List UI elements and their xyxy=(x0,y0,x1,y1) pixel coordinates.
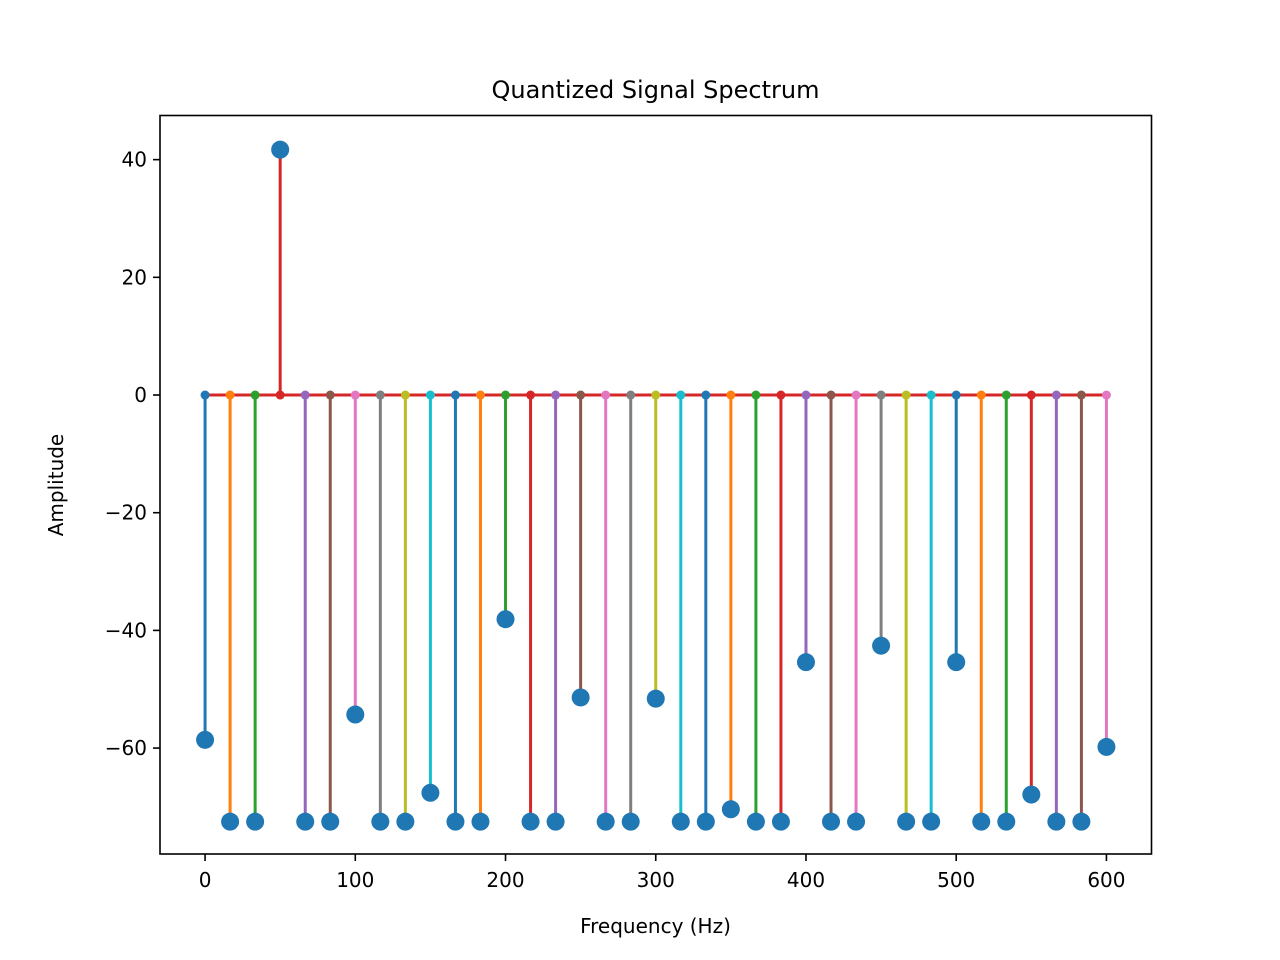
baseline-dot xyxy=(851,390,861,400)
y-tick-label: 0 xyxy=(134,383,147,407)
stem-marker xyxy=(371,812,390,831)
stem-marker xyxy=(771,812,790,831)
baseline-dot xyxy=(250,390,260,400)
stem-marker xyxy=(947,653,966,672)
baseline-dot xyxy=(601,390,611,400)
baseline-dot xyxy=(926,390,936,400)
baseline-group xyxy=(200,390,1111,400)
chart-title: Quantized Signal Spectrum xyxy=(492,76,820,104)
stem-marker xyxy=(746,812,765,831)
y-axis-ticks: 40 20 0 −20 −40 −60 xyxy=(105,148,160,760)
baseline-dot xyxy=(1026,390,1036,400)
baseline-dot xyxy=(375,390,385,400)
stem-marker xyxy=(671,812,690,831)
stem-marker xyxy=(246,812,265,831)
y-tick-label: 20 xyxy=(122,265,147,289)
baseline-dot xyxy=(751,390,761,400)
stem-marker xyxy=(997,812,1016,831)
baseline-dot xyxy=(425,390,435,400)
baseline-dot xyxy=(1001,390,1011,400)
stem-marker xyxy=(421,783,440,802)
stem-marker xyxy=(721,800,740,819)
baseline-dot xyxy=(275,390,285,400)
stem-markers xyxy=(196,140,1116,831)
stem-marker xyxy=(496,610,515,629)
stem-marker xyxy=(321,812,340,831)
baseline-dot xyxy=(300,390,310,400)
stem-marker xyxy=(696,812,715,831)
baseline-dot xyxy=(450,390,460,400)
baseline-dot xyxy=(225,390,235,400)
stem-marker xyxy=(521,812,540,831)
stem-marker xyxy=(822,812,841,831)
stem-marker xyxy=(471,812,490,831)
baseline-dot xyxy=(1101,390,1111,400)
baseline-dot xyxy=(626,390,636,400)
stem-marker xyxy=(1097,737,1116,756)
stem-marker xyxy=(922,812,941,831)
stem-marker xyxy=(596,812,615,831)
baseline-dot xyxy=(325,390,335,400)
baseline-dot xyxy=(350,390,360,400)
stem-marker xyxy=(1022,785,1041,804)
baseline-dot xyxy=(526,390,536,400)
x-axis-ticks: 0 100 200 300 400 500 600 xyxy=(199,854,1126,892)
baseline-dot xyxy=(676,390,686,400)
y-axis-label: Amplitude xyxy=(44,434,68,537)
stem-marker xyxy=(346,705,365,724)
baseline-dot xyxy=(501,390,511,400)
stem-marker xyxy=(796,653,815,672)
stem-lines xyxy=(203,149,1108,822)
baseline-dot xyxy=(1076,390,1086,400)
y-tick-label: −40 xyxy=(105,618,147,642)
stem-marker xyxy=(872,636,891,655)
baseline-dot xyxy=(1051,390,1061,400)
baseline-dot xyxy=(651,390,661,400)
baseline-dot xyxy=(576,390,586,400)
baseline-dot xyxy=(876,390,886,400)
x-tick-label: 500 xyxy=(937,868,975,892)
stem-marker xyxy=(847,812,866,831)
baseline-dot xyxy=(551,390,561,400)
baseline-dot xyxy=(801,390,811,400)
stem-marker xyxy=(296,812,315,831)
stem-marker xyxy=(1047,812,1066,831)
x-tick-label: 0 xyxy=(199,868,212,892)
x-tick-label: 300 xyxy=(637,868,675,892)
x-tick-label: 200 xyxy=(486,868,524,892)
y-tick-label: −20 xyxy=(105,501,147,525)
x-tick-label: 100 xyxy=(336,868,374,892)
x-axis-label: Frequency (Hz) xyxy=(580,914,731,938)
y-tick-label: −60 xyxy=(105,736,147,760)
stem-marker xyxy=(646,689,665,708)
stem-marker xyxy=(972,812,991,831)
baseline-dot xyxy=(400,390,410,400)
stem-marker xyxy=(897,812,916,831)
baseline-dot xyxy=(976,390,986,400)
stem-marker xyxy=(1072,812,1091,831)
baseline-dot xyxy=(200,390,210,400)
baseline-dot xyxy=(951,390,961,400)
stem-marker xyxy=(221,812,240,831)
stem-marker xyxy=(546,812,565,831)
baseline-dot xyxy=(826,390,836,400)
x-tick-label: 400 xyxy=(787,868,825,892)
baseline-dot xyxy=(901,390,911,400)
baseline-dot xyxy=(701,390,711,400)
stem-marker xyxy=(446,812,465,831)
baseline-dot xyxy=(776,390,786,400)
baseline-dot xyxy=(726,390,736,400)
baseline-dot xyxy=(475,390,485,400)
stem-marker xyxy=(196,730,215,749)
y-tick-label: 40 xyxy=(122,148,147,172)
stem-marker xyxy=(271,140,290,159)
stem-marker xyxy=(571,688,590,707)
stem-marker xyxy=(621,812,640,831)
x-tick-label: 600 xyxy=(1087,868,1125,892)
stem-marker xyxy=(396,812,415,831)
